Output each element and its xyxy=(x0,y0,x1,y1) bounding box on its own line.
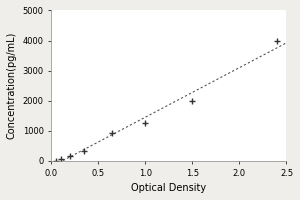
Y-axis label: Concentration(pg/mL): Concentration(pg/mL) xyxy=(7,32,17,139)
X-axis label: Optical Density: Optical Density xyxy=(131,183,206,193)
